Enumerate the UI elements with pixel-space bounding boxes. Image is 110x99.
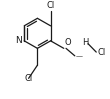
- Text: Cl: Cl: [46, 1, 55, 10]
- Text: Cl: Cl: [24, 74, 33, 83]
- Text: O: O: [64, 38, 71, 47]
- Text: Cl: Cl: [98, 48, 106, 57]
- Text: H: H: [83, 38, 89, 47]
- Text: —: —: [75, 53, 82, 59]
- Text: N: N: [15, 36, 21, 45]
